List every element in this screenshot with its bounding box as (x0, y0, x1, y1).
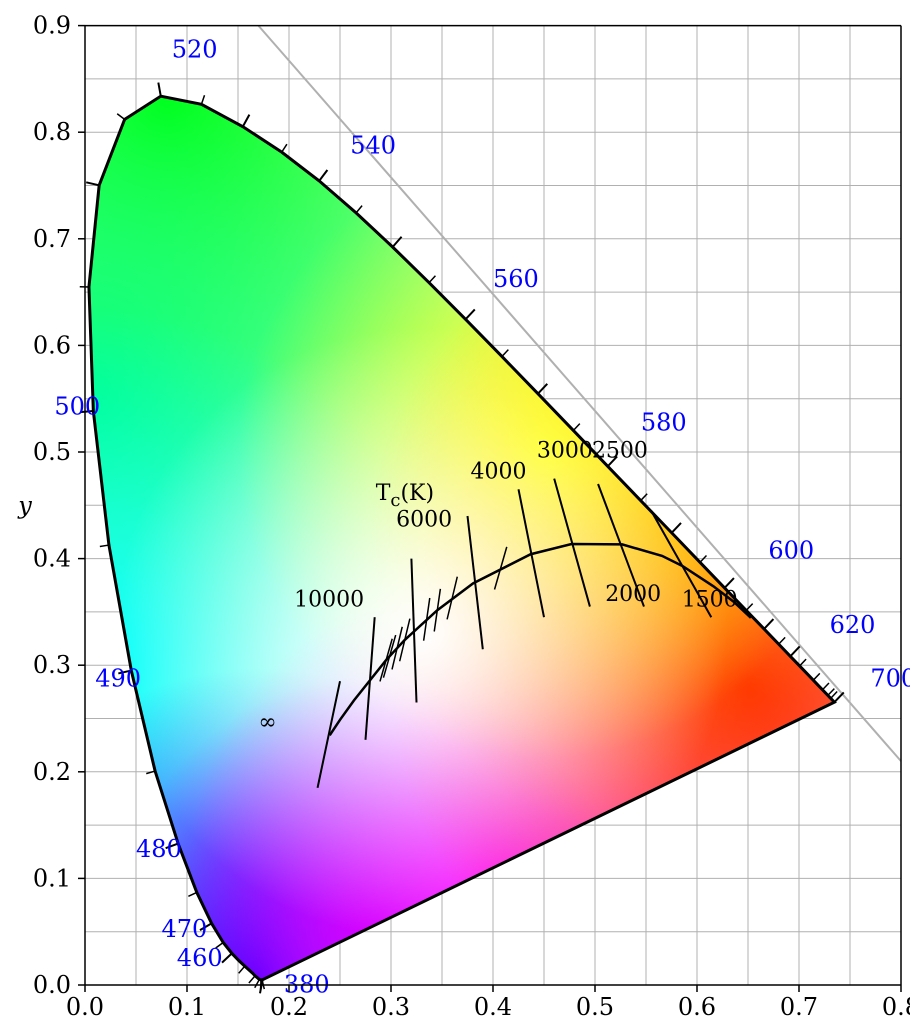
y-tick-label: 0.9 (33, 12, 71, 40)
y-tick-label: 0.3 (33, 651, 71, 679)
y-tick-label: 0.4 (33, 545, 71, 573)
wavelength-minor-tick (356, 206, 362, 213)
wavelength-minor-tick (201, 95, 204, 104)
isotherm-label: 1500 (682, 588, 738, 613)
y-tick-label: 0.5 (33, 438, 71, 466)
x-tick-label: 0.6 (678, 993, 716, 1021)
wavelength-minor-tick (100, 545, 109, 546)
wavelength-tick (725, 578, 734, 588)
isotherm-label: 2500 (592, 438, 648, 463)
wavelength-tick (319, 170, 327, 181)
wavelength-minor-tick (822, 683, 828, 690)
wavelength-label: 620 (830, 611, 876, 639)
isotherm-label: 3000 (537, 438, 593, 463)
wavelength-minor-tick (831, 692, 837, 699)
isotherm-label: 10000 (294, 588, 364, 613)
wavelength-label: 700 (870, 665, 910, 693)
y-tick-label: 0.1 (33, 864, 71, 892)
isotherm-label: 6000 (396, 508, 452, 533)
wavelength-label: 520 (172, 36, 218, 64)
x-tick-label: 0.2 (270, 993, 308, 1021)
y-tick-label: 0.6 (33, 331, 71, 359)
wavelength-tick (86, 182, 99, 185)
wavelength-tick (538, 384, 547, 394)
wavelength-label: 580 (641, 409, 687, 437)
x-tick-label: 0.0 (66, 993, 104, 1021)
wavelength-minor-tick (779, 637, 785, 644)
y-tick-label: 0.7 (33, 225, 71, 253)
wavelength-minor-tick (117, 114, 124, 120)
wavelength-label: 490 (95, 665, 141, 693)
wavelength-minor-tick (828, 689, 835, 696)
wavelength-minor-tick (502, 350, 508, 357)
wavelength-tick (672, 523, 681, 533)
wavelength-minor-tick (188, 892, 196, 896)
wavelength-label: 560 (493, 265, 539, 293)
x-tick-label: 0.4 (474, 993, 512, 1021)
x-tick-label: 0.8 (882, 993, 910, 1021)
isotherm-label: ∞ (258, 710, 276, 735)
wavelength-label: 470 (162, 915, 208, 943)
isotherm-label: 2000 (605, 582, 661, 607)
wavelength-tick (466, 309, 475, 319)
x-tick-label: 0.7 (780, 993, 818, 1021)
wavelength-label: 500 (54, 393, 100, 421)
cie-chromaticity-diagram: 3804604704804905005205405605806006207001… (0, 0, 910, 1023)
y-tick-label: 0.0 (33, 971, 71, 999)
y-axis-label: y (17, 491, 32, 519)
wavelength-label: 540 (350, 132, 396, 160)
wavelength-minor-tick (746, 604, 752, 611)
wavelength-minor-tick (813, 673, 819, 680)
wavelength-minor-tick (255, 979, 260, 987)
wavelength-tick (790, 646, 799, 656)
x-tick-label: 0.5 (576, 993, 614, 1021)
isotherm-label: 4000 (471, 460, 527, 485)
wavelength-minor-tick (282, 144, 287, 152)
wavelength-minor-tick (429, 276, 435, 283)
wavelength-tick (222, 953, 232, 962)
wavelength-tick (243, 115, 250, 127)
wavelength-minor-tick (249, 976, 255, 983)
y-tick-label: 0.2 (33, 758, 71, 786)
x-tick-label: 0.3 (372, 993, 410, 1021)
wavelength-tick (158, 83, 160, 97)
wavelength-label: 600 (768, 537, 814, 565)
wavelength-label: 480 (136, 835, 182, 863)
wavelength-minor-tick (573, 424, 579, 431)
y-tick-label: 0.8 (33, 118, 71, 146)
x-tick-label: 0.1 (168, 993, 206, 1021)
wavelength-tick (764, 619, 773, 629)
wavelength-minor-tick (239, 966, 245, 973)
